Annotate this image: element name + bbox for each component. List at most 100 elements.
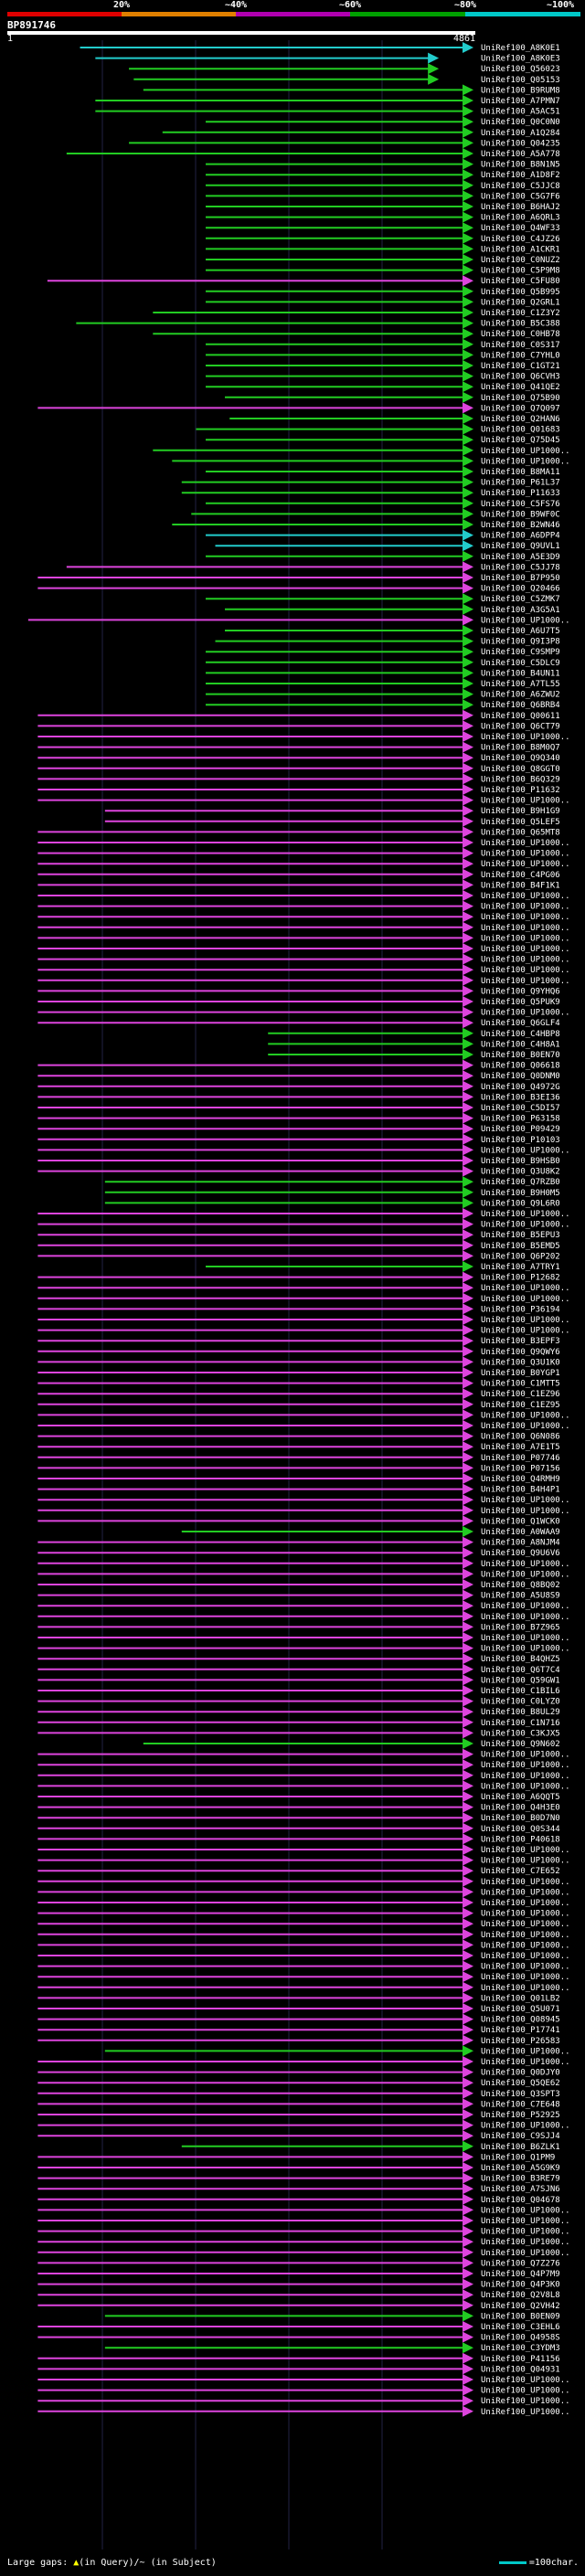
hit-row[interactable]: UniRef100_Q20466 (37, 582, 560, 594)
hit-row[interactable]: UniRef100_UP1000.. (37, 2056, 570, 2067)
hit-row[interactable]: UniRef100_UP1000.. (37, 1568, 570, 1580)
hit-label[interactable]: UniRef100_Q3U8K2 (481, 1168, 560, 1177)
hit-row[interactable]: UniRef100_P36194 (37, 1303, 560, 1315)
hit-label[interactable]: UniRef100_P09429 (481, 1125, 560, 1134)
hit-row[interactable]: UniRef100_Q6P202 (37, 1250, 560, 1262)
hit-label[interactable]: UniRef100_Q0S344 (481, 1825, 560, 1834)
hit-label[interactable]: UniRef100_Q9YHQ6 (481, 987, 560, 996)
hit-label[interactable]: UniRef100_C1MTT5 (481, 1380, 560, 1389)
hit-row[interactable]: UniRef100_UP1000.. (37, 2395, 570, 2407)
hit-label[interactable]: UniRef100_B5EMD5 (481, 1242, 560, 1251)
hit-label[interactable]: UniRef100_Q5U071 (481, 2005, 560, 2014)
hit-row[interactable]: UniRef100_B4F1K1 (37, 879, 560, 891)
hit-row[interactable]: UniRef100_Q01683 (196, 423, 560, 435)
hit-label[interactable]: UniRef100_Q01683 (481, 426, 560, 435)
hit-row[interactable]: UniRef100_B7Z965 (37, 1621, 560, 1633)
hit-label[interactable]: UniRef100_Q9N602 (481, 1740, 560, 1749)
hit-row[interactable]: UniRef100_A7TL55 (206, 678, 560, 689)
hit-row[interactable]: UniRef100_UP1000.. (37, 1844, 570, 1855)
hit-label[interactable]: UniRef100_Q1WCK0 (481, 1517, 560, 1526)
hit-row[interactable]: UniRef100_Q9Q340 (37, 752, 560, 764)
hit-label[interactable]: UniRef100_B5EPU3 (481, 1231, 560, 1240)
hit-row[interactable]: UniRef100_UP1000.. (37, 1144, 570, 1156)
hit-row[interactable]: UniRef100_UP1000.. (37, 1208, 570, 1219)
hit-label[interactable]: UniRef100_UP1000.. (481, 1634, 570, 1643)
hit-label[interactable]: UniRef100_B0EN09 (481, 2312, 560, 2321)
hit-label[interactable]: UniRef100_B7P950 (481, 574, 560, 583)
hit-row[interactable]: UniRef100_UP1000.. (37, 1918, 570, 1930)
hit-row[interactable]: UniRef100_Q8GGT0 (37, 762, 560, 774)
hit-row[interactable]: UniRef100_UP1000.. (37, 1494, 570, 1506)
hit-row[interactable]: UniRef100_Q5U071 (37, 2003, 560, 2014)
hit-row[interactable]: UniRef100_C7E648 (37, 2098, 560, 2110)
hit-row[interactable]: UniRef100_UP1000.. (37, 1748, 570, 1760)
hit-label[interactable]: UniRef100_P17741 (481, 2026, 560, 2035)
hit-label[interactable]: UniRef100_C4JZ26 (481, 235, 560, 244)
hit-label[interactable]: UniRef100_C5DI57 (481, 1104, 560, 1113)
hit-label[interactable]: UniRef100_C9SMP9 (481, 648, 560, 657)
hit-label[interactable]: UniRef100_UP1000.. (481, 850, 570, 859)
hit-row[interactable]: UniRef100_UP1000.. (37, 1960, 570, 1972)
hit-label[interactable]: UniRef100_C4HBP8 (481, 1030, 560, 1039)
hit-row[interactable]: UniRef100_UP1000.. (37, 1600, 570, 1612)
hit-row[interactable]: UniRef100_UP1000.. (37, 1780, 570, 1792)
hit-label[interactable]: UniRef100_UP1000.. (481, 956, 570, 965)
hit-label[interactable]: UniRef100_C1EZ95 (481, 1401, 560, 1410)
hit-label[interactable]: UniRef100_UP1000.. (481, 2376, 570, 2385)
hit-row[interactable]: UniRef100_Q6CT79 (37, 720, 560, 732)
hit-row[interactable]: UniRef100_C1BIL6 (37, 1685, 560, 1696)
hit-label[interactable]: UniRef100_UP1000.. (481, 1295, 570, 1304)
hit-row[interactable]: UniRef100_Q41QE2 (206, 381, 560, 393)
hit-row[interactable]: UniRef100_UP1000.. (37, 974, 570, 986)
hit-label[interactable]: UniRef100_UP1000.. (481, 1899, 570, 1908)
hit-label[interactable]: UniRef100_Q1PM9 (481, 2153, 555, 2162)
hit-label[interactable]: UniRef100_C3EHL6 (481, 2323, 560, 2332)
hit-row[interactable]: UniRef100_UP1000.. (37, 932, 570, 944)
hit-label[interactable]: UniRef100_A8K0E3 (481, 55, 560, 64)
hit-label[interactable]: UniRef100_A1CKR1 (481, 245, 560, 254)
hit-row[interactable]: UniRef100_B6Q329 (37, 773, 560, 785)
hit-label[interactable]: UniRef100_A7TL55 (481, 680, 560, 689)
hit-label[interactable]: UniRef100_B2WN46 (481, 521, 560, 530)
hit-label[interactable]: UniRef100_Q0DNM0 (481, 1072, 560, 1081)
hit-label[interactable]: UniRef100_UP1000.. (481, 2058, 570, 2067)
hit-row[interactable]: UniRef100_A6ZWU2 (206, 688, 560, 700)
hit-row[interactable]: UniRef100_Q59GW1 (37, 1674, 560, 1686)
hit-label[interactable]: UniRef100_Q0C0N0 (481, 118, 560, 127)
hit-row[interactable]: UniRef100_B4H4P1 (37, 1483, 560, 1495)
hit-label[interactable]: UniRef100_Q4RMH9 (481, 1475, 560, 1484)
hit-row[interactable]: UniRef100_Q56023 (129, 63, 560, 75)
hit-row[interactable]: UniRef100_B9RUM8 (143, 84, 560, 96)
hit-label[interactable]: UniRef100_UP1000.. (481, 447, 570, 456)
hit-row[interactable]: UniRef100_UP1000.. (37, 1928, 570, 1940)
hit-label[interactable]: UniRef100_UP1000.. (481, 892, 570, 901)
hit-label[interactable]: UniRef100_Q3SPT3 (481, 2090, 560, 2099)
hit-row[interactable]: UniRef100_C1Z3Y2 (153, 307, 560, 318)
hit-label[interactable]: UniRef100_Q9I3P8 (481, 638, 560, 647)
hit-label[interactable]: UniRef100_C1Z3Y2 (481, 309, 560, 318)
hit-row[interactable]: UniRef100_B8M0Q7 (37, 741, 560, 753)
hit-row[interactable]: UniRef100_UP1000.. (37, 1642, 570, 1654)
hit-row[interactable]: UniRef100_A6U7T5 (225, 625, 560, 636)
hit-row[interactable]: UniRef100_A5G9K9 (37, 2162, 560, 2173)
hit-row[interactable]: UniRef100_P61L37 (181, 476, 560, 488)
hit-row[interactable]: UniRef100_UP1000.. (37, 1282, 570, 1294)
hit-row[interactable]: UniRef100_B3EI36 (37, 1091, 560, 1103)
hit-row[interactable]: UniRef100_Q8BQ02 (37, 1579, 560, 1590)
hit-row[interactable]: UniRef100_P11633 (181, 487, 560, 499)
hit-label[interactable]: UniRef100_A6DPP4 (481, 532, 560, 541)
hit-label[interactable]: UniRef100_Q0DJY0 (481, 2069, 560, 2078)
hit-label[interactable]: UniRef100_UP1000.. (481, 1857, 570, 1866)
hit-row[interactable]: UniRef100_Q4972G (37, 1080, 560, 1092)
hit-label[interactable]: UniRef100_Q75B90 (481, 394, 560, 403)
hit-row[interactable]: UniRef100_UP1000.. (37, 1420, 570, 1431)
hit-row[interactable]: UniRef100_Q4P7M9 (37, 2268, 560, 2279)
hit-row[interactable]: UniRef100_C5G7F6 (206, 190, 560, 202)
hit-row[interactable]: UniRef100_Q0DNM0 (37, 1070, 560, 1082)
hit-label[interactable]: UniRef100_A5E3D9 (481, 553, 560, 562)
hit-row[interactable]: UniRef100_UP1000.. (172, 455, 570, 467)
hit-row[interactable]: UniRef100_B9HSB0 (37, 1155, 560, 1166)
hit-label[interactable]: UniRef100_UP1000.. (481, 1910, 570, 1919)
hit-row[interactable]: UniRef100_P26583 (37, 2034, 560, 2046)
hit-row[interactable]: UniRef100_C5DLC9 (206, 656, 560, 668)
